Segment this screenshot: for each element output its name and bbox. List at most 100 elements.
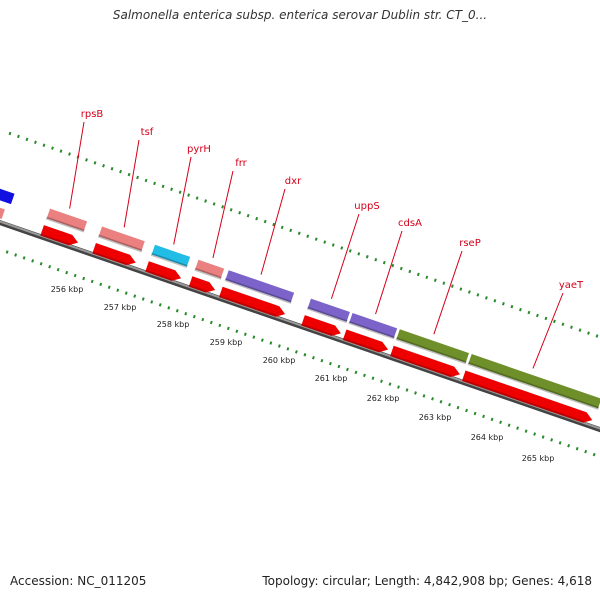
inner-tick [99, 282, 103, 287]
outer-tick [127, 172, 131, 177]
outer-tick [306, 234, 310, 238]
scale-label: 256 kbp [51, 285, 84, 294]
scale-labels: 256 kbp 257 kbp 258 kbp 259 kbp 260 kbp 261 k… [51, 285, 555, 463]
outer-tick [93, 161, 97, 165]
outer-tick [374, 257, 378, 262]
leader-line [260, 188, 286, 275]
arrow-shape [219, 286, 286, 317]
outer-tick [68, 152, 71, 156]
inner-tick [286, 347, 290, 351]
inner-tick [192, 314, 196, 319]
outer-tick [391, 263, 395, 268]
cds-arrow-rpsB[interactable] [40, 225, 80, 248]
scale-label: 258 kbp [157, 320, 190, 329]
leader-line [433, 250, 463, 335]
arrow-shadow [342, 337, 381, 353]
arrow-shadow [219, 295, 278, 317]
inner-tick [82, 276, 86, 281]
footer: Accession: NC_011205 Topology: circular;… [0, 574, 600, 594]
outer-tick [331, 243, 335, 247]
cds-arrow-uppS[interactable] [301, 315, 342, 338]
inner-tick [65, 270, 69, 275]
scale-label: 260 kbp [263, 356, 296, 365]
gene-feature-uppS[interactable] [306, 297, 351, 324]
outer-tick [442, 281, 446, 285]
outer-tick [255, 216, 259, 221]
inner-tick [303, 353, 307, 357]
scale-label: 259 kbp [210, 338, 243, 347]
outer-tick [136, 175, 140, 180]
gene-label-pyrH: pyrH [187, 144, 211, 155]
inner-tick [73, 273, 77, 278]
cds-arrow-pyrH[interactable] [145, 261, 183, 283]
scale-label: 261 kbp [315, 374, 348, 383]
feature-shadow [97, 234, 143, 253]
inner-tick [107, 285, 111, 290]
outer-tick [212, 202, 216, 206]
feature-block [395, 328, 471, 364]
cds-arrow-cdsA[interactable] [342, 329, 390, 354]
outer-tick [119, 169, 122, 174]
gene-feature-cdsA[interactable] [348, 311, 399, 340]
gene-feature-pyrH[interactable] [150, 243, 192, 269]
inner-tick [320, 358, 324, 363]
gene-feature-rseP[interactable] [395, 328, 471, 365]
gene-feature-tsf[interactable] [97, 225, 146, 253]
gene-feature-rpsB[interactable] [45, 207, 89, 233]
outer-tick [501, 301, 505, 306]
inner-tick [277, 344, 281, 348]
outer-tick [246, 213, 250, 218]
cds-arrow-tsf[interactable] [92, 243, 137, 268]
arrow-shape [301, 315, 341, 336]
outer-tick [408, 269, 412, 274]
feature-block [97, 225, 146, 252]
outer-tick [340, 246, 344, 250]
inner-tick [507, 423, 511, 427]
arrow-shadow [40, 233, 71, 246]
outer-tick [195, 196, 199, 200]
outer-tick [314, 237, 318, 241]
cds-arrow-rseP[interactable] [390, 345, 462, 380]
feature-shadow [395, 337, 467, 365]
feature-shadow [348, 320, 395, 340]
feature-shadow [45, 216, 85, 233]
leader-line [532, 292, 564, 369]
feature-block [306, 297, 351, 323]
inner-tick [167, 306, 171, 310]
inner-tick [533, 432, 537, 436]
cds-arrow-frr[interactable] [188, 276, 217, 295]
outer-tick [587, 331, 590, 335]
inner-tick [243, 332, 247, 336]
inner-tick [388, 382, 392, 386]
outer-tick [221, 205, 225, 209]
arrow-shadow [188, 284, 208, 293]
leader-line [375, 230, 403, 315]
inner-tick [209, 320, 213, 325]
cds-arrow-dxr[interactable] [219, 286, 287, 320]
gene-label-dxr: dxr [285, 176, 302, 187]
outer-tick [170, 187, 174, 192]
outer-tick [433, 278, 437, 282]
inner-tick [294, 350, 298, 354]
inner-tick [5, 250, 9, 254]
outer-tick [102, 164, 105, 168]
gene-feature-yaeT[interactable] [467, 353, 600, 410]
inner-tick [592, 452, 596, 457]
inner-tick [380, 379, 383, 383]
outer-tick [153, 181, 157, 186]
gene-feature-dxr[interactable] [224, 269, 296, 304]
gene-feature-frr[interactable] [194, 258, 226, 280]
inner-tick [328, 361, 332, 366]
outer-tick [553, 319, 556, 324]
feature-shadow [150, 252, 188, 269]
gene-label-uppS: uppS [354, 201, 379, 212]
outer-tick [161, 184, 165, 189]
cds-arrow-yaeT[interactable] [461, 370, 594, 426]
feature-shadow [306, 306, 348, 324]
inner-tick [252, 335, 256, 339]
outer-tick [476, 293, 480, 297]
feature-block [224, 269, 296, 304]
arrow-shadow [390, 354, 453, 378]
outer-tick [17, 134, 20, 139]
gene-label-yaeT: yaeT [559, 280, 584, 291]
